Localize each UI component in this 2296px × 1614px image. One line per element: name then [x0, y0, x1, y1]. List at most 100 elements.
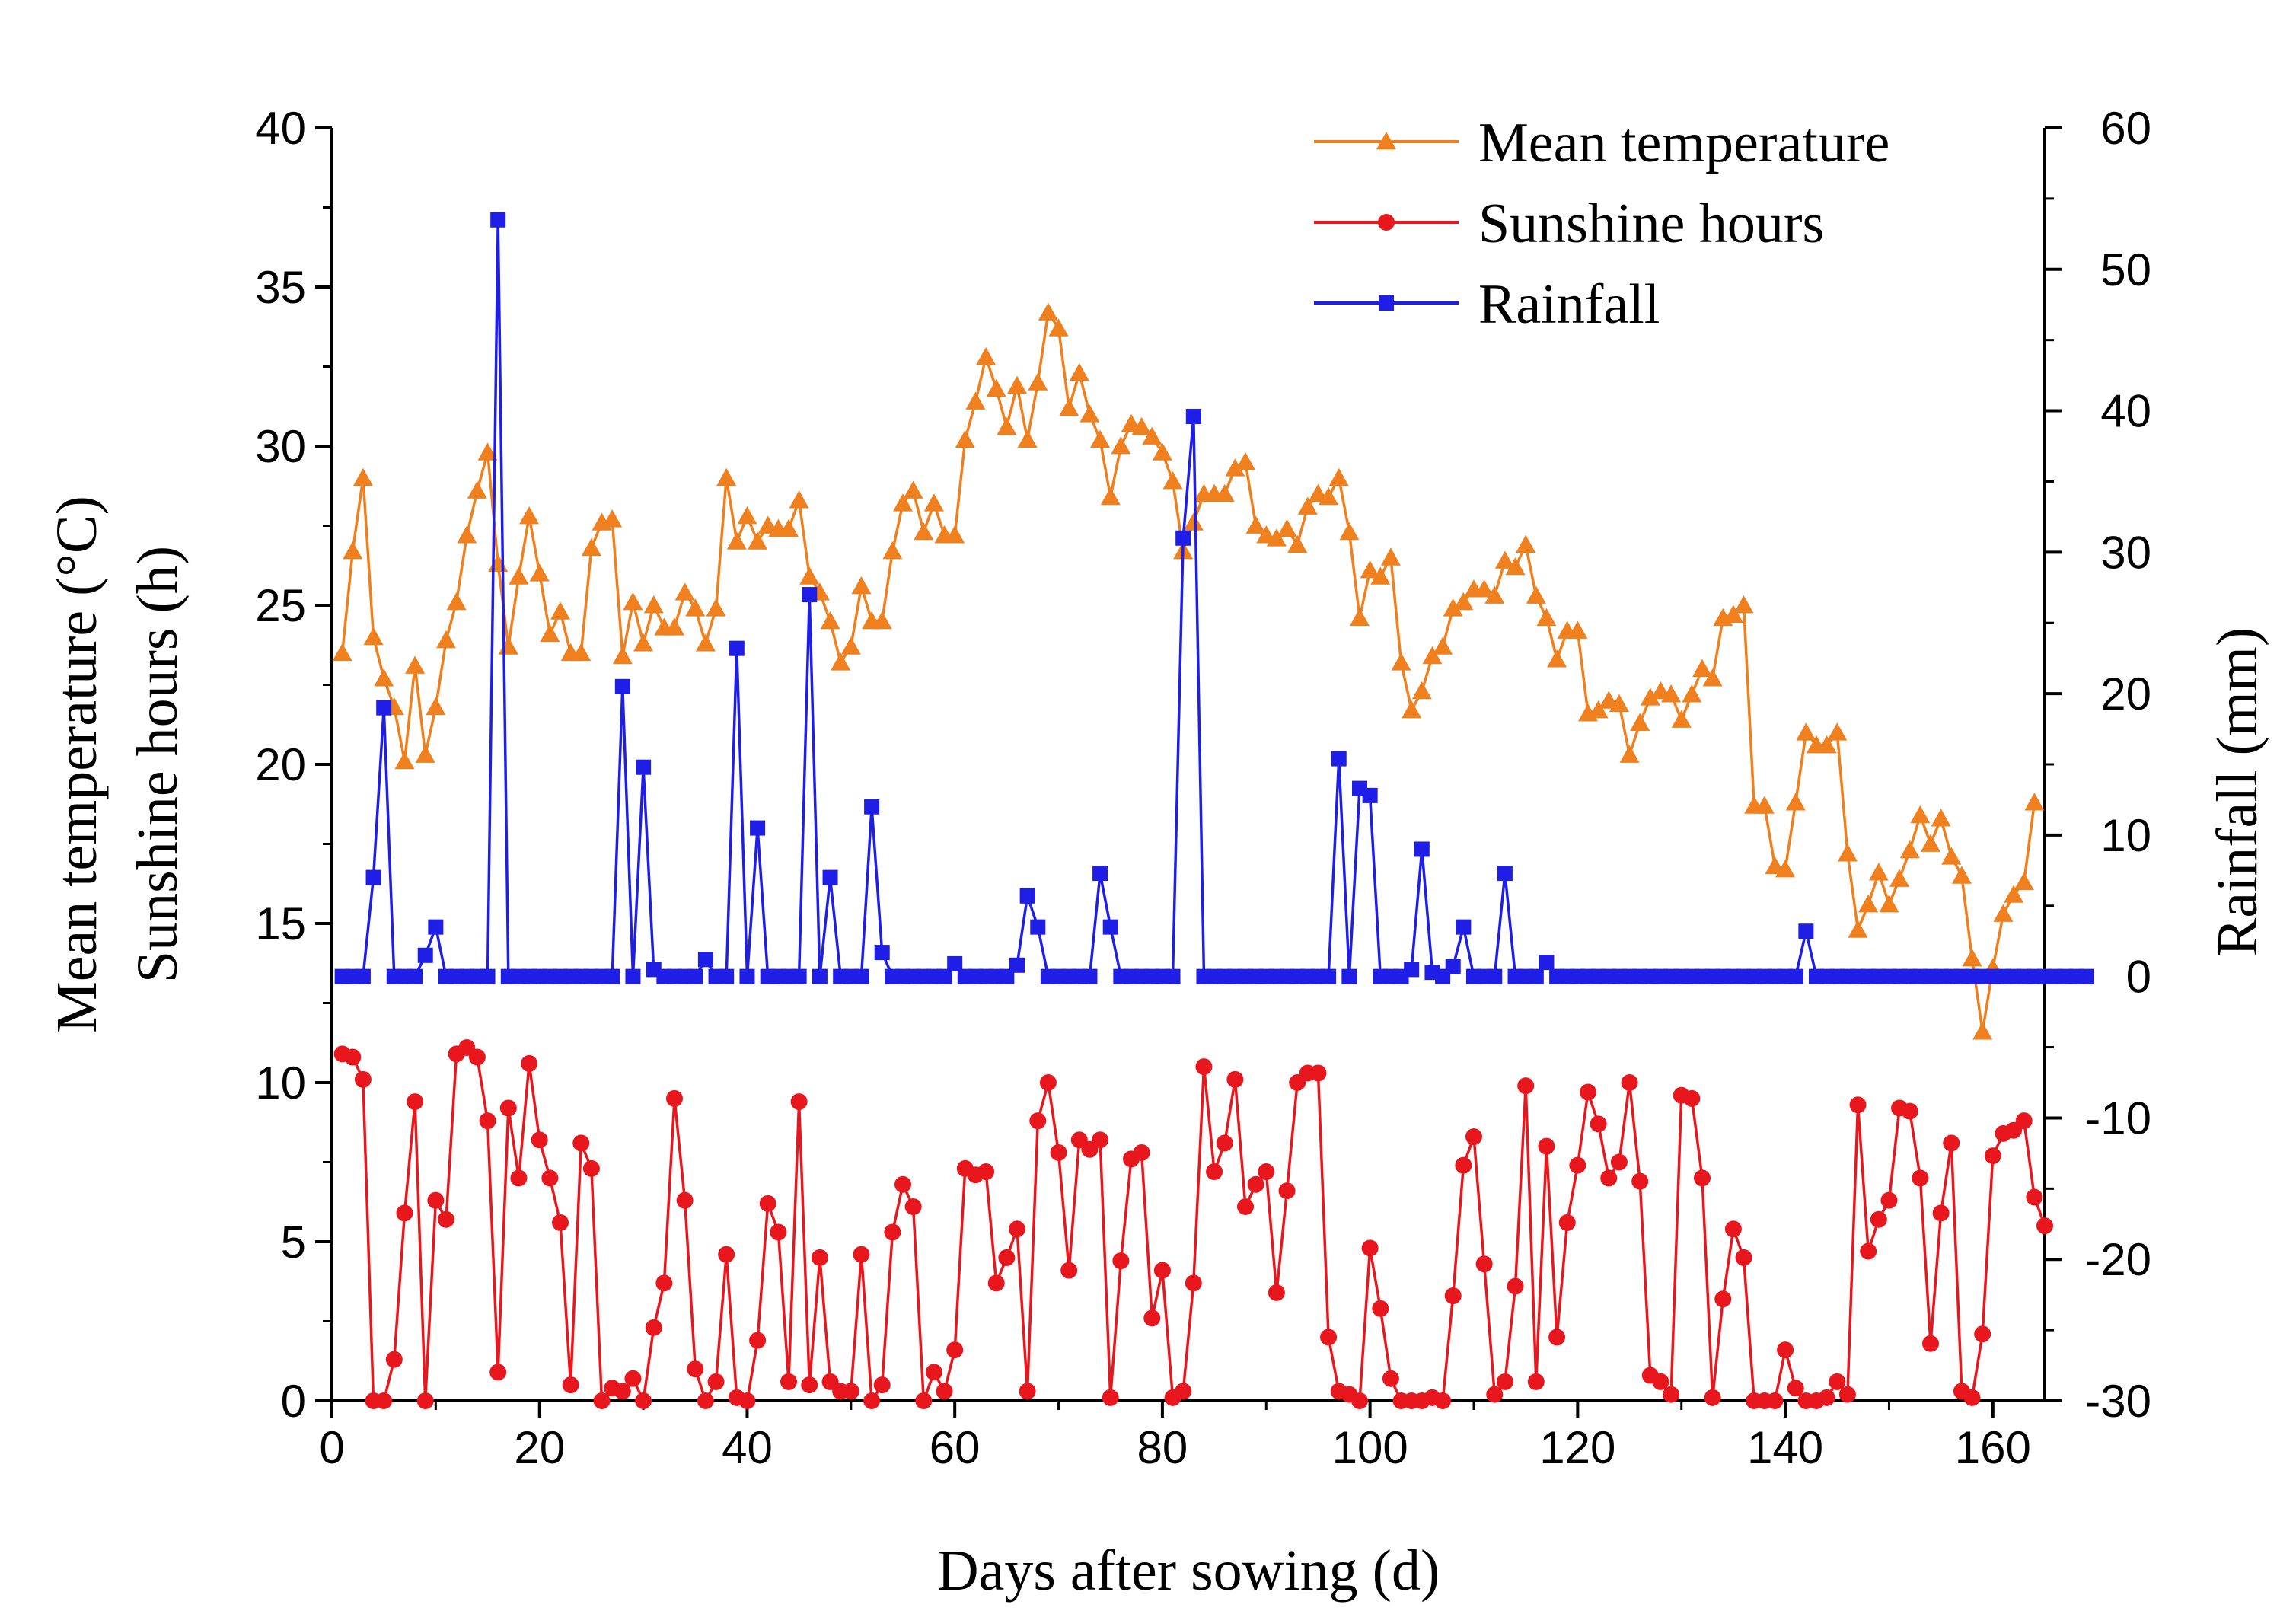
data-point-rainfall: [490, 212, 506, 228]
data-point-mean-temperature: [1858, 894, 1879, 913]
data-point-sunshine-hours: [936, 1383, 953, 1400]
y-left-tick-label: 20: [255, 739, 306, 790]
data-point-sunshine-hours: [1351, 1392, 1368, 1409]
legend-item-mean-temperature: Mean temperature: [1314, 112, 1889, 174]
data-point-sunshine-hours: [1787, 1380, 1804, 1397]
data-point-mean-temperature: [997, 416, 1017, 435]
data-point-rainfall: [1009, 957, 1025, 973]
data-point-rainfall: [1404, 962, 1420, 978]
data-point-sunshine-hours: [2036, 1217, 2053, 1235]
ticks-group: [315, 126, 2062, 1418]
legend-item-sunshine-hours: Sunshine hours: [1314, 193, 1824, 255]
data-point-sunshine-hours: [873, 1376, 891, 1394]
data-point-mean-temperature: [1287, 534, 1308, 553]
data-point-rainfall: [407, 968, 423, 984]
legend-marker-mean-temperature: [1376, 132, 1396, 150]
data-point-rainfall: [604, 968, 620, 984]
data-point-sunshine-hours: [2026, 1188, 2043, 1206]
data-point-sunshine-hours: [738, 1392, 756, 1409]
y-left-tick-label: 0: [281, 1376, 306, 1427]
data-point-rainfall: [1092, 866, 1108, 882]
data-point-mean-temperature: [1879, 894, 1899, 913]
data-point-sunshine-hours: [676, 1191, 694, 1209]
data-point-sunshine-hours: [521, 1054, 538, 1072]
data-point-mean-temperature: [1889, 869, 1910, 887]
y-left-tick-label: 15: [255, 898, 306, 949]
data-point-mean-temperature: [1848, 920, 1868, 938]
y-right-tick-label: -30: [2085, 1376, 2151, 1427]
data-point-sunshine-hours: [1818, 1389, 1835, 1406]
data-point-rainfall: [1414, 841, 1430, 857]
data-point-sunshine-hours: [510, 1169, 528, 1187]
y-left-tick-label: 10: [255, 1057, 306, 1108]
data-point-rainfall: [697, 952, 713, 968]
series-sunshine-hours: [333, 1039, 2053, 1409]
data-point-sunshine-hours: [998, 1249, 1016, 1266]
data-point-mean-temperature: [1111, 436, 1131, 455]
data-point-mean-temperature: [1484, 585, 1505, 604]
data-point-mean-temperature: [685, 598, 706, 617]
x-tick-label: 120: [1539, 1422, 1615, 1473]
data-point-rainfall: [1082, 968, 1098, 984]
data-point-sunshine-hours: [416, 1392, 434, 1409]
series-layer: [332, 212, 2094, 1409]
data-point-mean-temperature: [1733, 595, 1754, 614]
data-point-mean-temperature: [394, 751, 415, 770]
data-point-rainfall: [1019, 888, 1035, 904]
data-point-rainfall: [355, 968, 371, 984]
data-point-mean-temperature: [623, 592, 643, 611]
data-point-mean-temperature: [1910, 805, 1931, 824]
data-point-mean-temperature: [945, 525, 965, 544]
legend: Mean temperature Sunshine hours Rainfall: [1314, 112, 1889, 336]
data-point-mean-temperature: [1494, 550, 1515, 569]
data-point-sunshine-hours: [572, 1134, 590, 1152]
data-point-mean-temperature: [1100, 486, 1121, 506]
data-point-sunshine-hours: [1465, 1128, 1482, 1146]
y-right-tick-label: -20: [2085, 1234, 2151, 1285]
data-point-sunshine-hours: [344, 1048, 362, 1066]
data-point-mean-temperature: [955, 429, 975, 448]
data-point-sunshine-hours: [1507, 1277, 1524, 1295]
data-point-mean-temperature: [1588, 700, 1609, 719]
data-point-rainfall: [1528, 968, 1544, 984]
y-right-tick-label: 20: [2100, 668, 2151, 719]
data-point-mean-temperature: [1048, 318, 1069, 337]
data-point-mean-temperature: [332, 643, 352, 662]
data-point-mean-temperature: [1899, 840, 1920, 859]
data-point-sunshine-hours: [354, 1070, 372, 1088]
data-point-mean-temperature: [1692, 659, 1712, 677]
data-point-rainfall: [936, 968, 952, 984]
data-point-sunshine-hours: [801, 1376, 818, 1394]
legend-label-sunshine-hours: Sunshine hours: [1478, 193, 1824, 255]
data-point-mean-temperature: [643, 595, 664, 614]
data-point-rainfall: [812, 968, 828, 984]
data-point-sunshine-hours: [375, 1392, 393, 1409]
data-point-mean-temperature: [695, 633, 716, 652]
data-point-sunshine-hours: [1694, 1169, 1711, 1187]
data-point-sunshine-hours: [1278, 1182, 1296, 1200]
data-point-mean-temperature: [1682, 684, 1702, 703]
data-point-mean-temperature: [343, 541, 363, 560]
data-point-mean-temperature: [1391, 652, 1411, 671]
x-tick-label: 140: [1747, 1422, 1823, 1473]
data-point-mean-temperature: [1547, 649, 1567, 668]
data-point-sunshine-hours: [1475, 1255, 1493, 1273]
data-point-sunshine-hours: [687, 1360, 704, 1378]
data-point-mean-temperature: [882, 541, 903, 560]
data-point-sunshine-hours: [925, 1364, 942, 1381]
legend-label-mean-temperature: Mean temperature: [1478, 112, 1889, 174]
data-point-sunshine-hours: [707, 1373, 725, 1390]
data-point-sunshine-hours: [1133, 1144, 1150, 1161]
data-point-mean-temperature: [1453, 592, 1474, 611]
y-left-tick-label: 5: [281, 1217, 306, 1268]
data-point-mean-temperature: [363, 627, 384, 646]
data-point-sunshine-hours: [1309, 1064, 1327, 1082]
y-axis-label-left-2: Sunshine hours (h): [126, 546, 190, 983]
data-point-sunshine-hours: [1548, 1329, 1566, 1346]
data-point-mean-temperature: [1516, 534, 1536, 553]
data-point-sunshine-hours: [759, 1195, 776, 1212]
data-point-sunshine-hours: [987, 1274, 1005, 1292]
data-point-sunshine-hours: [479, 1112, 496, 1130]
data-point-sunshine-hours: [1382, 1370, 1399, 1387]
data-point-mean-temperature: [529, 563, 550, 582]
